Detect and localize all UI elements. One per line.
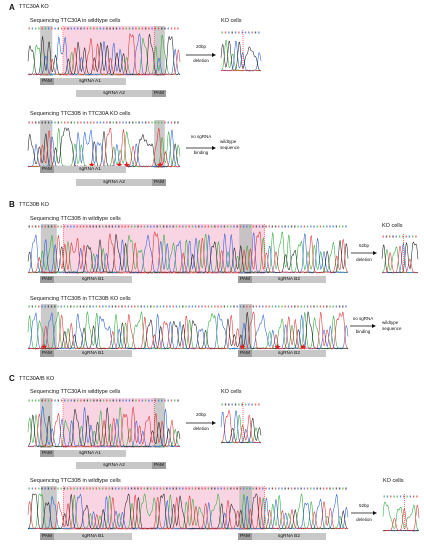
arrow-label-top: 20bp — [195, 412, 206, 417]
sgrna-tag: sgRNA A2 — [76, 179, 152, 186]
sgrna-tag: sgRNA B1 — [54, 276, 132, 283]
result-label: sequence — [220, 145, 240, 150]
arrow-label-bottom: deletion — [356, 257, 372, 262]
panel-title-a: TTC30A KO — [19, 4, 49, 10]
arrow-label-top: 52bp — [358, 503, 369, 508]
result-label: sequence — [382, 326, 402, 331]
arrow-label-top: no sgRNA — [190, 134, 212, 139]
panel-title-b: TTC30B KO — [19, 202, 49, 208]
sgrna-tag: sgRNA A2 — [76, 462, 152, 469]
panel-label-c: C — [9, 374, 15, 383]
caption-a1: Sequencing TTC30A in wildtype cells — [30, 18, 121, 24]
sgrna-tag: sgRNA B2 — [252, 276, 326, 283]
pam-tag: PAM — [238, 276, 252, 283]
sgrna-tag: sgRNA B1 — [54, 533, 132, 540]
mismatch-star-icon — [239, 343, 246, 350]
mismatch-star-icon — [88, 161, 96, 168]
arrow-label-top: no sgRNA — [352, 316, 374, 321]
arrow-label-bottom: binding — [193, 150, 209, 155]
arrow-icon — [350, 324, 376, 328]
sgrna-tag: sgRNA A2 — [76, 90, 152, 97]
arrow-label-bottom: binding — [355, 329, 371, 334]
sgrna-tag: sgRNA A1 — [54, 78, 126, 85]
result-label: KO cells — [221, 389, 242, 395]
result-label: KO cells — [221, 18, 242, 24]
pam-tag: PAM — [238, 533, 252, 540]
caption-c2: Sequencing TTC30B in wildtype cells — [30, 478, 121, 484]
pam-tag: PAM — [40, 450, 54, 457]
result-label: KO cells — [383, 478, 404, 484]
pam-tag: PAM — [238, 350, 252, 357]
pam-tag: PAM — [152, 462, 166, 469]
pam-tag: PAM — [40, 78, 54, 85]
panel-label-b: B — [9, 200, 15, 209]
caption-c1: Sequencing TTC30A in wildtype cells — [30, 389, 121, 395]
result-label: wildtype — [382, 320, 399, 325]
arrow-icon — [186, 53, 216, 57]
caption-b1: Sequencing TTC30B in wildtype cells — [30, 216, 121, 222]
caption-b2: Sequencing TTC30B in TTC30B KO cells — [30, 296, 131, 302]
ko-chromatogram-b1 — [381, 234, 419, 274]
chromatogram-b2 — [27, 304, 349, 350]
arrow-label-bottom: deletion — [193, 426, 209, 431]
chromatogram-a2 — [27, 120, 181, 168]
arrow-icon — [351, 511, 377, 515]
sgrna-tag: sgRNA B2 — [252, 350, 326, 357]
mismatch-star-icon — [157, 161, 164, 168]
ko-chromatogram-c2 — [382, 494, 420, 532]
ko-chromatogram-c1 — [220, 402, 262, 444]
arrow-label-top: 20bp — [195, 44, 206, 49]
chromatogram-b1 — [27, 224, 349, 274]
panel-label-a: A — [9, 3, 15, 12]
chromatogram-a1 — [27, 26, 181, 76]
mismatch-star-icon — [115, 161, 123, 168]
arrow-label-bottom: deletion — [356, 517, 372, 522]
sgrna-tag: sgRNA B2 — [252, 533, 326, 540]
arrow-label-bottom: deletion — [193, 58, 209, 63]
pam-tag: PAM — [40, 533, 54, 540]
result-label: KO cells — [382, 223, 403, 229]
mismatch-star-icon — [274, 343, 281, 350]
arrow-label-top: 52bp — [358, 243, 369, 248]
sgrna-tag: sgRNA A1 — [54, 450, 126, 457]
ko-chromatogram-a1 — [220, 30, 262, 72]
arrow-icon — [351, 251, 377, 255]
arrow-icon — [186, 146, 216, 150]
pam-tag: PAM — [40, 276, 54, 283]
sgrna-tag: sgRNA A1 — [54, 166, 126, 173]
mismatch-star-icon — [123, 161, 131, 168]
pam-tag: PAM — [40, 350, 54, 357]
sgrna-tag: sgRNA B1 — [54, 350, 132, 357]
pam-tag: PAM — [40, 166, 54, 173]
chromatogram-c2 — [27, 486, 349, 530]
panel-title-c: TTC30A/B KO — [19, 376, 55, 382]
mismatch-star-icon — [299, 343, 307, 350]
result-label: wildtype — [220, 139, 237, 144]
arrow-icon — [186, 421, 216, 425]
mismatch-star-icon — [40, 343, 48, 350]
pam-tag: PAM — [152, 179, 166, 186]
caption-a2: Sequencing TTC30B in TTC30A KO cells — [30, 111, 131, 117]
pam-tag: PAM — [152, 90, 166, 97]
chromatogram-c1 — [27, 398, 181, 448]
